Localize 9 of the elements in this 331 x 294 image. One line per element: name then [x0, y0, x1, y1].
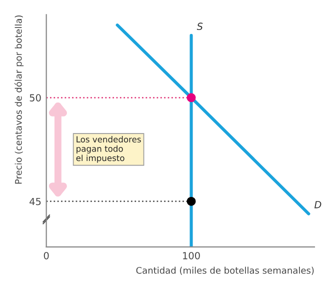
- annotation: S: [196, 22, 203, 30]
- x-axis-title: Cantidad (miles de botellas semanales): [136, 266, 314, 275]
- y-tick-label: 50: [30, 94, 41, 102]
- annotation: D: [314, 201, 322, 208]
- y-axis-title: Precio (centavos de dólar por botella): [14, 15, 24, 184]
- x-tick-label: 0: [44, 252, 49, 260]
- y-tick-label: 45: [30, 198, 41, 206]
- x-tick-label: 100: [183, 252, 200, 260]
- annotation: Los vendedores pagan todo el impuesto: [76, 136, 141, 163]
